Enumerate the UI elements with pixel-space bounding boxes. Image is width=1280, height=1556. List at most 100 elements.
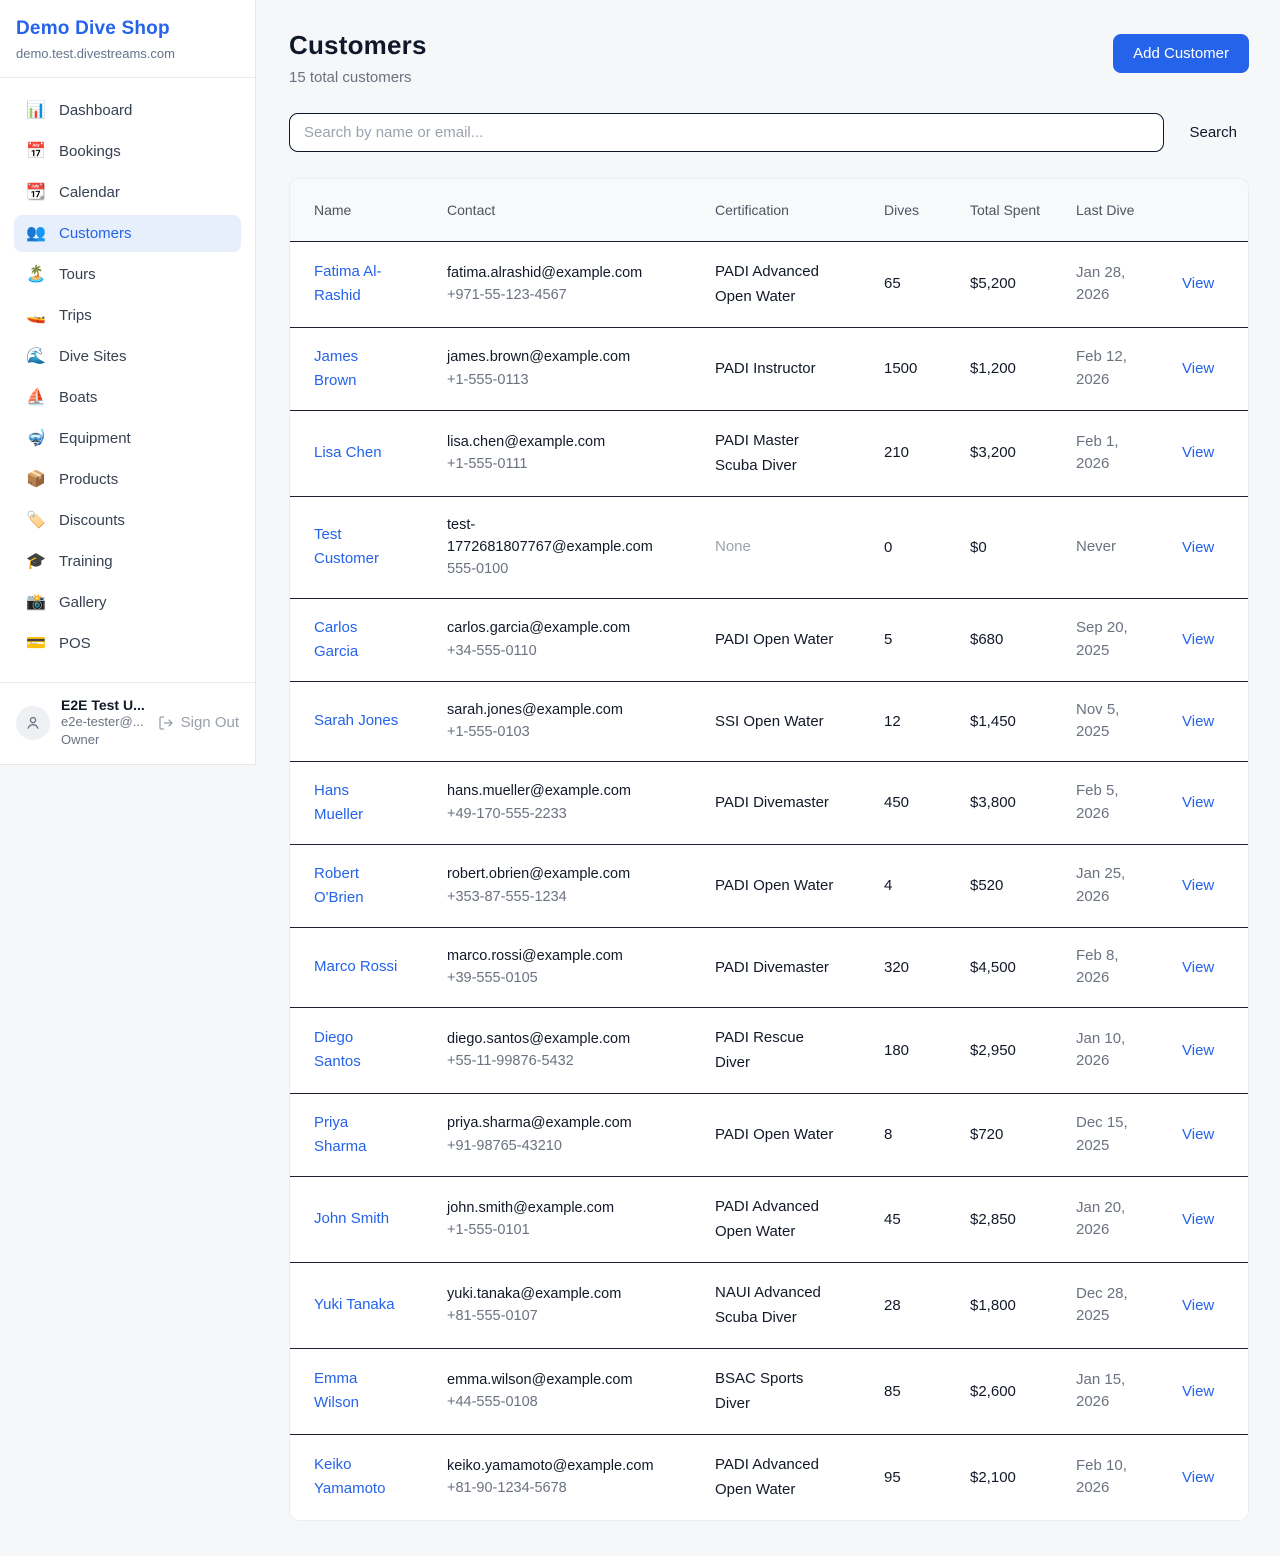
- sidebar-nav: 📊 Dashboard 📅 Bookings 📆 Calendar 👥 Cust…: [0, 78, 255, 682]
- customer-dives: 1500: [884, 359, 918, 377]
- view-customer-link[interactable]: View: [1182, 958, 1215, 976]
- customer-name-link[interactable]: Carlos Garcia: [314, 618, 359, 660]
- sidebar-item-boats[interactable]: ⛵ Boats: [14, 379, 241, 416]
- customer-name-link[interactable]: Sarah Jones: [314, 712, 399, 730]
- customer-email: lisa.chen@example.com: [447, 433, 606, 450]
- sidebar-item-label: Customers: [59, 225, 132, 242]
- customer-email: sarah.jones@example.com: [447, 701, 623, 718]
- customer-name-link[interactable]: Diego Santos: [314, 1029, 361, 1071]
- view-customer-link[interactable]: View: [1182, 359, 1215, 377]
- customer-dives: 45: [884, 1210, 901, 1228]
- sidebar-item-dashboard[interactable]: 📊 Dashboard: [14, 92, 241, 129]
- customer-certification: PADI Open Water: [715, 877, 834, 895]
- sidebar-item-bookings[interactable]: 📅 Bookings: [14, 133, 241, 170]
- customer-name-link[interactable]: James Brown: [314, 347, 359, 389]
- sidebar-item-products[interactable]: 📦 Products: [14, 461, 241, 498]
- sidebar-item-label: Trips: [59, 307, 92, 324]
- table-row: Fatima Al-Rashid fatima.alrashid@example…: [290, 240, 1248, 327]
- customer-dives: 4: [884, 877, 893, 895]
- customer-certification: NAUI Advanced Scuba Diver: [715, 1283, 821, 1327]
- customer-last-dive: Nov 5, 2025: [1076, 700, 1120, 741]
- customer-dives: 180: [884, 1041, 910, 1059]
- view-customer-link[interactable]: View: [1182, 538, 1215, 556]
- column-header-contact: Contact: [435, 179, 703, 241]
- sidebar-item-customers[interactable]: 👥 Customers: [14, 215, 241, 252]
- customer-last-dive: Feb 12, 2026: [1076, 348, 1127, 388]
- customer-name-link[interactable]: Keiko Yamamoto: [314, 1456, 386, 1498]
- customer-email: keiko.yamamoto@example.com: [447, 1457, 654, 1474]
- customer-last-dive: Never: [1076, 538, 1117, 556]
- table-row: John Smith john.smith@example.com +1-555…: [290, 1175, 1248, 1263]
- sidebar-item-discounts[interactable]: 🏷️ Discounts: [14, 502, 241, 539]
- customer-name-link[interactable]: Test Customer: [314, 526, 380, 568]
- customer-email: yuki.tanaka@example.com: [447, 1285, 622, 1302]
- customer-name-link[interactable]: Fatima Al-Rashid: [314, 263, 382, 304]
- user-role: Owner: [61, 731, 100, 747]
- customer-total-spent: $2,600: [970, 1382, 1016, 1400]
- customer-dives: 8: [884, 1126, 893, 1144]
- customer-dives: 5: [884, 631, 893, 649]
- customer-phone: +34-555-0110: [447, 642, 537, 659]
- table-header-row: Name Contact Certification Dives Total Spent…: [290, 179, 1248, 241]
- view-customer-link[interactable]: View: [1182, 1126, 1215, 1144]
- view-customer-link[interactable]: View: [1182, 1210, 1215, 1228]
- tag-icon: 🏷️: [26, 511, 46, 529]
- column-header-total-spent: Total Spent: [958, 179, 1064, 241]
- credit-card-icon: 💳: [26, 634, 46, 652]
- sidebar-item-pos[interactable]: 💳 POS: [14, 625, 241, 662]
- sidebar-item-training[interactable]: 🎓 Training: [14, 543, 241, 580]
- customer-name-link[interactable]: Yuki Tanaka: [314, 1296, 395, 1314]
- customer-phone: +55-11-99876-5432: [447, 1053, 574, 1070]
- view-customer-link[interactable]: View: [1182, 1468, 1215, 1486]
- customer-name-link[interactable]: Hans Mueller: [314, 781, 364, 823]
- view-customer-link[interactable]: View: [1182, 794, 1215, 812]
- bar-chart-icon: 📊: [26, 101, 46, 119]
- graduation-cap-icon: 🎓: [26, 552, 46, 570]
- table-row: Sarah Jones sarah.jones@example.com +1-5…: [290, 680, 1248, 762]
- view-customer-link[interactable]: View: [1182, 1296, 1215, 1314]
- sidebar-item-gallery[interactable]: 📸 Gallery: [14, 584, 241, 621]
- add-customer-button[interactable]: Add Customer: [1113, 34, 1249, 73]
- shop-domain: demo.test.divestreams.com: [16, 46, 175, 61]
- customer-certification: PADI Advanced Open Water: [715, 1197, 819, 1241]
- customer-name-link[interactable]: Emma Wilson: [314, 1370, 360, 1412]
- sidebar-item-dive-sites[interactable]: 🌊 Dive Sites: [14, 338, 241, 375]
- search-button[interactable]: Search: [1177, 116, 1249, 149]
- customer-name-link[interactable]: Robert O'Brien: [314, 864, 364, 906]
- sidebar-item-label: Equipment: [59, 430, 131, 447]
- customer-last-dive: Dec 15, 2025: [1076, 1114, 1128, 1154]
- customer-name-link[interactable]: Lisa Chen: [314, 444, 382, 461]
- column-header-last-dive: Last Dive: [1064, 179, 1170, 241]
- customer-last-dive: Jan 10, 2026: [1076, 1029, 1126, 1070]
- customer-email: hans.mueller@example.com: [447, 783, 631, 800]
- customer-name-link[interactable]: Priya Sharma: [314, 1113, 367, 1155]
- customer-certification: PADI Master Scuba Diver: [715, 431, 799, 475]
- sidebar-item-label: Boats: [59, 389, 98, 406]
- customer-email: test-1772681807767@example.com: [447, 516, 653, 555]
- view-customer-link[interactable]: View: [1182, 275, 1215, 293]
- customer-phone: +81-555-0107: [447, 1308, 538, 1325]
- wave-icon: 🌊: [26, 347, 46, 365]
- sidebar-footer: E2E Test U... e2e-tester@... Owner Sign …: [0, 682, 255, 764]
- customer-name-link[interactable]: John Smith: [314, 1210, 390, 1228]
- view-customer-link[interactable]: View: [1182, 1041, 1215, 1059]
- view-customer-link[interactable]: View: [1182, 877, 1215, 895]
- customer-phone: +81-90-1234-5678: [447, 1480, 567, 1497]
- customer-certification: PADI Divemaster: [715, 794, 829, 812]
- customer-dives: 85: [884, 1382, 901, 1400]
- sidebar-item-trips[interactable]: 🚤 Trips: [14, 297, 241, 334]
- customer-name-link[interactable]: Marco Rossi: [314, 958, 398, 976]
- table-row: Lisa Chen lisa.chen@example.com +1-555-0…: [290, 409, 1248, 496]
- customer-email: priya.sharma@example.com: [447, 1115, 632, 1132]
- sidebar-item-tours[interactable]: 🏝️ Tours: [14, 256, 241, 293]
- sidebar-item-equipment[interactable]: 🤿 Equipment: [14, 420, 241, 457]
- view-customer-link[interactable]: View: [1182, 712, 1215, 730]
- view-customer-link[interactable]: View: [1182, 444, 1215, 462]
- table-row: Emma Wilson emma.wilson@example.com +44-…: [290, 1347, 1248, 1435]
- view-customer-link[interactable]: View: [1182, 631, 1215, 649]
- search-input[interactable]: [289, 113, 1165, 152]
- sidebar-item-calendar[interactable]: 📆 Calendar: [14, 174, 241, 211]
- table-row: Yuki Tanaka yuki.tanaka@example.com +81-…: [290, 1261, 1248, 1349]
- view-customer-link[interactable]: View: [1182, 1382, 1215, 1400]
- sign-out-button[interactable]: Sign Out: [158, 714, 239, 731]
